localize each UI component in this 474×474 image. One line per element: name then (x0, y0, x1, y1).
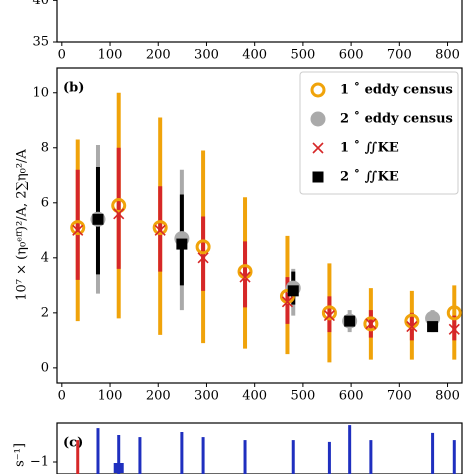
x-tick-label: 400 (242, 48, 267, 63)
bar (452, 440, 456, 474)
marker (323, 310, 335, 322)
x-tick-label: 800 (435, 48, 460, 63)
marker (446, 305, 462, 321)
marker (111, 198, 127, 214)
marker (365, 318, 377, 330)
x-tick-label: 0 (58, 48, 66, 63)
x-tick-label: 500 (290, 48, 315, 63)
marker (310, 111, 326, 127)
bar (180, 432, 184, 474)
legend-label: 1 ˚ ∬KE (340, 140, 399, 156)
bar (431, 432, 435, 474)
y-tick-label: 10 (32, 85, 49, 100)
y-axis-label: 10⁷ × (η₀ᵉᶠᶠ)²/A, 2∑η₀²/A (15, 149, 30, 301)
x-tick-label: 700 (387, 48, 412, 63)
panel-label: (b) (63, 81, 84, 96)
y-tick-label: 6 (41, 195, 49, 210)
marker (113, 463, 124, 473)
marker (427, 321, 439, 333)
marker (448, 323, 460, 335)
panel-label: (c) (63, 436, 83, 451)
x-tick-label: 800 (435, 389, 460, 404)
y-axis-label: s⁻¹] (13, 443, 28, 467)
x-tick-label: 200 (146, 48, 171, 63)
legend-label: 1 ˚ eddy census (340, 82, 453, 98)
bar (327, 441, 331, 474)
y-tick-label: −1 (30, 455, 49, 470)
y-tick-label: 0 (41, 360, 49, 375)
y-tick-label: 8 (41, 140, 49, 155)
x-tick-label: 500 (290, 389, 315, 404)
y-tick-label: 40 (32, 0, 49, 8)
y-tick-label: 4 (41, 250, 49, 265)
x-tick-label: 100 (98, 48, 123, 63)
x-tick-label: 400 (242, 389, 267, 404)
legend-label: 2 ˚ eddy census (340, 111, 453, 127)
bar (348, 425, 352, 474)
legend-label: 2 ˚ ∬KE (340, 169, 399, 185)
axes-frame (56, 0, 463, 43)
bar (138, 437, 142, 474)
x-tick-label: 300 (194, 48, 219, 63)
bar (117, 435, 121, 474)
legend-box (299, 71, 459, 195)
x-tick-label: 600 (339, 389, 364, 404)
bar (76, 440, 80, 474)
marker (154, 224, 166, 236)
marker (344, 315, 356, 327)
marker (406, 321, 418, 333)
marker (321, 305, 337, 321)
bar (201, 437, 205, 474)
x-tick-label: 600 (339, 48, 364, 63)
marker (363, 316, 379, 332)
marker (281, 296, 294, 308)
marker (197, 252, 209, 264)
bar (243, 440, 247, 474)
axes-frame (56, 67, 463, 384)
x-tick-label: 100 (98, 389, 123, 404)
marker (113, 208, 125, 220)
marker (287, 285, 299, 297)
y-tick-label: 2 (41, 305, 49, 320)
marker (92, 213, 104, 225)
marker (195, 239, 211, 255)
marker (239, 271, 251, 283)
marker (152, 220, 168, 236)
marker (72, 224, 84, 236)
axes-frame (56, 422, 463, 474)
marker (70, 220, 86, 236)
bar (369, 440, 373, 474)
x-tick-label: 300 (194, 389, 219, 404)
x-tick-label: 200 (146, 389, 171, 404)
marker (312, 142, 324, 154)
marker (310, 82, 326, 98)
marker (312, 171, 324, 183)
marker (176, 238, 188, 250)
x-tick-label: 700 (387, 389, 412, 404)
y-tick-label: 35 (32, 35, 49, 50)
bar (96, 428, 100, 474)
x-tick-label: 0 (58, 389, 66, 404)
bar (291, 440, 295, 474)
bars (76, 425, 456, 474)
